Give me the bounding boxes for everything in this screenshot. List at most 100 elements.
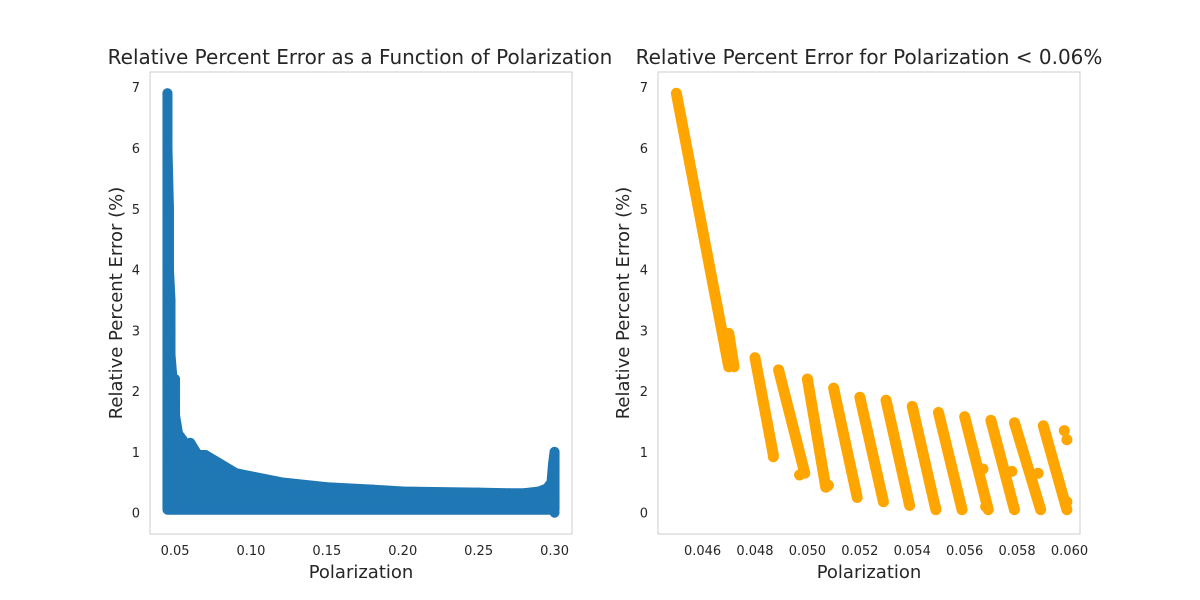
x-tick-label: 0.048 <box>736 544 773 559</box>
plot-frame <box>657 71 1081 535</box>
data-point <box>822 479 834 491</box>
data-point <box>930 502 942 514</box>
y-tick-label: 6 <box>640 142 648 157</box>
data-point <box>1058 425 1070 437</box>
x-tick-label: 0.054 <box>894 544 931 559</box>
x-tick-label: 0.20 <box>388 544 417 559</box>
y-tick-label: 2 <box>640 385 648 400</box>
y-tick-label: 2 <box>132 385 140 400</box>
chart-title: Relative Percent Error for Polarization … <box>636 45 1103 69</box>
y-tick-label: 6 <box>132 142 140 157</box>
scatter-streak <box>723 327 740 373</box>
x-tick-label: 0.052 <box>841 544 878 559</box>
data-point <box>168 398 179 409</box>
scatter-streak <box>880 394 916 511</box>
x-tick-label: 0.050 <box>789 544 826 559</box>
data-point <box>1061 496 1073 508</box>
scatter-band <box>162 88 560 515</box>
y-tick-label: 7 <box>132 81 140 96</box>
x-tick-labels: 0.05 0.10 0.15 0.20 0.25 0.30 <box>161 544 569 559</box>
data-point <box>200 449 211 460</box>
data-point <box>165 294 176 305</box>
x-tick-label: 0.046 <box>684 544 721 559</box>
y-axis-label: Relative Percent Error (%) <box>106 187 127 420</box>
data-point <box>980 501 992 513</box>
x-axis-label: Polarization <box>817 562 922 583</box>
data-point <box>167 386 178 397</box>
data-point <box>397 486 408 497</box>
chart-polarization-below-006: Relative Percent Error for Polarization … <box>613 45 1102 583</box>
data-point <box>185 437 196 448</box>
x-tick-label: 0.15 <box>312 544 341 559</box>
y-axis-label: Relative Percent Error (%) <box>613 187 634 420</box>
data-point <box>549 507 560 518</box>
data-point <box>192 449 203 460</box>
scatter-streak <box>932 406 968 516</box>
data-point <box>428 487 439 498</box>
y-tick-label: 4 <box>640 264 648 279</box>
y-tick-label: 0 <box>132 507 140 522</box>
data-point <box>163 264 174 275</box>
data-point <box>504 488 515 499</box>
data-point <box>165 325 176 336</box>
data-point <box>321 482 332 493</box>
x-tick-label: 0.25 <box>464 544 493 559</box>
y-tick-labels: 0 1 2 3 4 5 6 7 <box>640 81 648 522</box>
data-point <box>473 487 484 498</box>
data-point <box>170 410 181 421</box>
data-point <box>367 484 378 495</box>
data-point <box>170 373 181 384</box>
data-point <box>1032 467 1044 479</box>
scatter-streak <box>1037 420 1073 516</box>
y-tick-label: 5 <box>132 203 140 218</box>
y-tick-label: 3 <box>640 324 648 339</box>
scatter-streak <box>985 414 1020 516</box>
data-point <box>549 446 560 457</box>
x-tick-label: 0.05 <box>161 544 190 559</box>
x-axis-label: Polarization <box>309 562 414 583</box>
data-point <box>162 88 173 99</box>
scatter-streak <box>801 373 832 493</box>
scatter-streak <box>959 411 994 516</box>
y-tick-label: 1 <box>640 446 648 461</box>
y-tick-label: 7 <box>640 81 648 96</box>
x-tick-label: 0.058 <box>998 544 1035 559</box>
scatter-streak <box>906 400 942 516</box>
scatter-streak <box>854 391 889 508</box>
scatter-streak <box>670 87 735 373</box>
y-tick-label: 5 <box>640 203 648 218</box>
data-point <box>546 477 557 488</box>
data-point <box>1061 434 1073 446</box>
data-point <box>215 459 226 470</box>
x-tick-label: 0.30 <box>540 544 569 559</box>
data-point <box>162 142 173 153</box>
y-tick-label: 4 <box>132 264 140 279</box>
data-point <box>165 349 176 360</box>
x-tick-label: 0.060 <box>1051 544 1088 559</box>
chart-title: Relative Percent Error as a Function of … <box>108 45 613 69</box>
y-tick-label: 3 <box>132 324 140 339</box>
data-point <box>230 468 241 479</box>
data-point <box>276 477 287 488</box>
data-point <box>519 488 530 499</box>
scatter-streak <box>828 382 863 504</box>
scatter-streak <box>773 364 811 479</box>
y-tick-label: 1 <box>132 446 140 461</box>
data-point <box>182 446 193 457</box>
data-point <box>163 203 174 214</box>
x-tick-label: 0.056 <box>946 544 983 559</box>
data-point <box>534 486 545 497</box>
plot-area <box>670 87 1073 516</box>
plot-frame <box>149 71 573 535</box>
x-tick-label: 0.10 <box>236 544 265 559</box>
scatter-streak <box>1008 417 1047 516</box>
data-point <box>767 451 779 463</box>
plot-area <box>162 88 560 518</box>
y-tick-label: 0 <box>640 507 648 522</box>
y-tick-labels: 0 1 2 3 4 5 6 7 <box>132 81 140 522</box>
data-point <box>548 459 559 470</box>
data-point <box>177 434 188 445</box>
scatter-streak <box>749 352 779 461</box>
data-point <box>1006 465 1018 477</box>
